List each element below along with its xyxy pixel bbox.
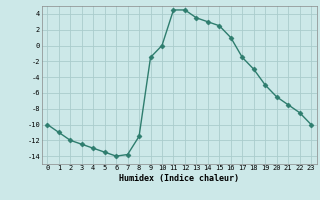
X-axis label: Humidex (Indice chaleur): Humidex (Indice chaleur) [119,174,239,183]
